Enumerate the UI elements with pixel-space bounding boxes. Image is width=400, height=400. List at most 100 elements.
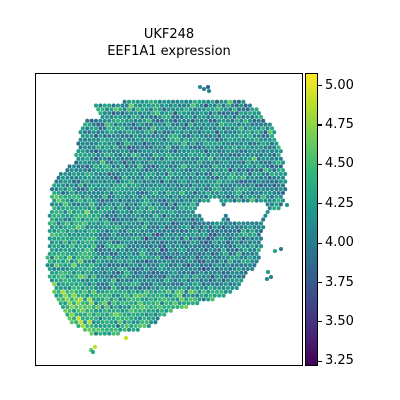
tissue-spot (54, 240, 59, 245)
tissue-spot (188, 160, 193, 165)
tissue-spot (113, 114, 118, 120)
tissue-spot (230, 149, 235, 154)
tissue-spot (177, 202, 182, 207)
tissue-spot (100, 297, 105, 302)
tissue-spot (188, 244, 193, 249)
tissue-spot (148, 122, 154, 127)
tissue-spot (181, 263, 187, 268)
tissue-spot (140, 122, 145, 127)
tissue-spot (168, 263, 173, 268)
tissue-spot (142, 194, 147, 199)
tissue-spot (80, 149, 85, 154)
tissue-spot (228, 137, 233, 142)
tissue-spot (111, 331, 116, 336)
tissue-spot (197, 221, 202, 226)
tissue-spot (179, 266, 184, 272)
tissue-spot (69, 274, 74, 279)
tissue-spot (74, 160, 79, 165)
tissue-spot (201, 152, 206, 158)
tissue-spot (133, 217, 138, 222)
tissue-spot (131, 206, 136, 211)
tissue-spot (100, 152, 105, 158)
tissue-spot (188, 175, 193, 180)
tissue-spot (170, 228, 176, 234)
tissue-spot (184, 107, 189, 112)
tissue-spot (188, 251, 193, 256)
tissue-spot (195, 301, 200, 306)
tissue-spot (104, 297, 110, 302)
tissue-spot (221, 103, 226, 108)
tissue-spot (177, 141, 182, 146)
tissue-spot (137, 270, 143, 275)
tissue-spot (111, 323, 116, 329)
tissue-spot (111, 301, 116, 306)
tissue-spot (109, 145, 114, 150)
tissue-spot (96, 130, 101, 135)
tissue-spot (122, 168, 127, 173)
tissue-spot (203, 118, 209, 123)
tissue-spot (245, 266, 250, 272)
tissue-spot (247, 194, 253, 199)
tissue-spot (268, 274, 274, 280)
tissue-spot (217, 187, 222, 192)
tissue-spot (111, 270, 116, 275)
tissue-spot (109, 122, 114, 127)
tissue-spot (102, 194, 107, 199)
tissue-spot (162, 312, 167, 317)
tissue-spot (67, 285, 72, 291)
tissue-spot (212, 133, 217, 139)
tissue-spot (120, 103, 125, 108)
tissue-spot (133, 126, 138, 131)
tissue-spot (107, 141, 112, 146)
tissue-spot (74, 175, 79, 180)
colorbar-tick-label: 4.25 (325, 195, 354, 211)
tissue-spot (166, 282, 171, 287)
tissue-spot (151, 270, 156, 275)
tissue-spot (104, 259, 110, 264)
tissue-spot (89, 270, 94, 275)
tissue-spot (223, 259, 228, 264)
tissue-spot (124, 171, 129, 177)
tissue-spot (96, 198, 101, 203)
tissue-spot (234, 171, 239, 177)
tissue-spot (219, 244, 224, 249)
tissue-spot (184, 304, 189, 310)
tissue-spot (135, 137, 140, 142)
tissue-spot (54, 194, 59, 199)
tissue-spot (219, 168, 224, 173)
tissue-spot (197, 152, 202, 158)
tissue-spot (142, 278, 147, 283)
tissue-spot (93, 156, 99, 161)
tissue-spot (157, 175, 162, 180)
tissue-spot (206, 114, 211, 120)
tissue-spot (93, 179, 99, 184)
tissue-spot (274, 141, 279, 146)
tissue-spot (170, 274, 176, 279)
tissue-spot (234, 225, 239, 230)
tissue-spot (100, 190, 105, 196)
tissue-spot (203, 141, 209, 146)
tissue-spot (153, 236, 158, 241)
tissue-spot (201, 198, 206, 203)
tissue-spot (87, 137, 92, 142)
tissue-spot (228, 130, 233, 135)
tissue-spot (221, 194, 226, 199)
tissue-spot (168, 247, 173, 253)
tissue-spot (241, 236, 246, 241)
tissue-spot (115, 255, 121, 260)
tissue-spot (69, 244, 74, 249)
tissue-spot (85, 156, 90, 161)
tissue-spot (223, 190, 228, 196)
tissue-spot (104, 114, 110, 120)
tissue-spot (256, 118, 261, 123)
tissue-spot (54, 187, 59, 192)
tissue-spot (100, 175, 105, 180)
tissue-spot (60, 213, 66, 218)
tissue-spot (148, 114, 154, 120)
tissue-spot (175, 122, 180, 127)
tissue-spot (153, 190, 158, 196)
tissue-spot (78, 274, 83, 279)
tissue-spot (265, 164, 270, 169)
tissue-spot (109, 228, 114, 234)
tissue-spot (245, 137, 250, 142)
